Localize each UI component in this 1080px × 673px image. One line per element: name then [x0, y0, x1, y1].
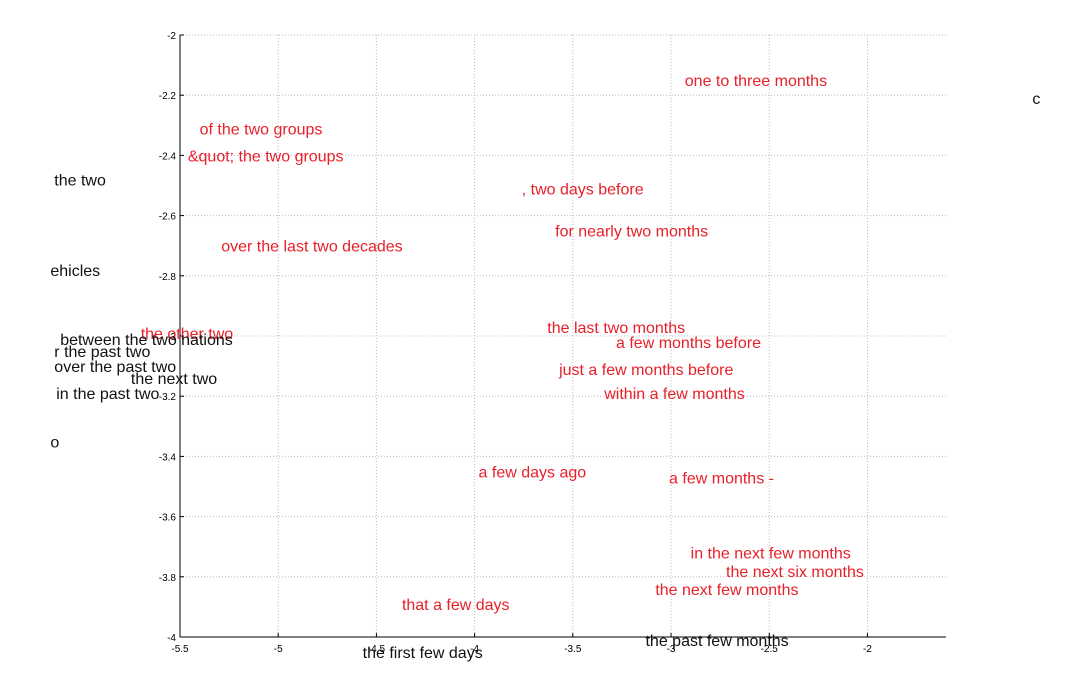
y-tick-label: -2 [167, 31, 176, 42]
point-label: o [50, 434, 59, 451]
y-tick-label: -3.2 [159, 392, 177, 403]
point-label: the last two months [547, 320, 685, 337]
y-tick-label: -2.4 [159, 151, 177, 162]
y-tick-label: -2.6 [159, 212, 177, 223]
x-tick-label: -5 [274, 644, 283, 655]
point-label: over the past two [54, 359, 176, 376]
point-label: of the two groups [200, 121, 323, 138]
point-label: that a few days [402, 597, 510, 614]
point-label: within a few months [603, 386, 745, 403]
point-label: the next two [131, 371, 217, 388]
y-tick-label: -4 [167, 633, 176, 644]
point-label: , two days before [522, 182, 644, 199]
y-tick-label: -3.8 [159, 573, 177, 584]
y-tick-label: -3.6 [159, 513, 177, 524]
y-tick-label: -3 [167, 332, 176, 343]
point-label: the other two [141, 326, 234, 343]
x-tick-label: -3 [667, 644, 676, 655]
point-label: &quot; the two groups [188, 148, 344, 165]
x-tick-label: -5.5 [171, 644, 189, 655]
x-tick-label: -4.5 [368, 644, 386, 655]
point-label: the next few months [655, 582, 798, 599]
point-label: a few months before [616, 335, 761, 352]
point-label: in the past two [56, 386, 159, 403]
point-label: one to three months [685, 73, 827, 90]
point-label: the past few months [645, 633, 788, 650]
point-label: over the last two decades [221, 239, 402, 256]
point-label: for nearly two months [555, 224, 708, 241]
x-tick-label: -2 [863, 644, 872, 655]
x-tick-label: -3.5 [564, 644, 582, 655]
x-tick-label: -2.5 [761, 644, 779, 655]
y-tick-label: -3.4 [159, 452, 177, 463]
x-tick-label: -4 [470, 644, 479, 655]
point-label: a few days ago [479, 464, 587, 481]
y-tick-label: -2.2 [159, 91, 177, 102]
point-label: the two [54, 172, 106, 189]
point-label: in the next few months [691, 546, 851, 563]
point-label: between the two nations [60, 332, 233, 349]
point-label: just a few months before [558, 362, 733, 379]
point-label: c [1032, 91, 1040, 108]
point-label: the next six months [726, 564, 864, 581]
y-tick-label: -2.8 [159, 272, 177, 283]
point-label: a few months - [669, 470, 774, 487]
point-label: ehicles [50, 263, 100, 280]
point-label: r the past two [54, 344, 150, 361]
point-label: the first few days [363, 645, 483, 662]
